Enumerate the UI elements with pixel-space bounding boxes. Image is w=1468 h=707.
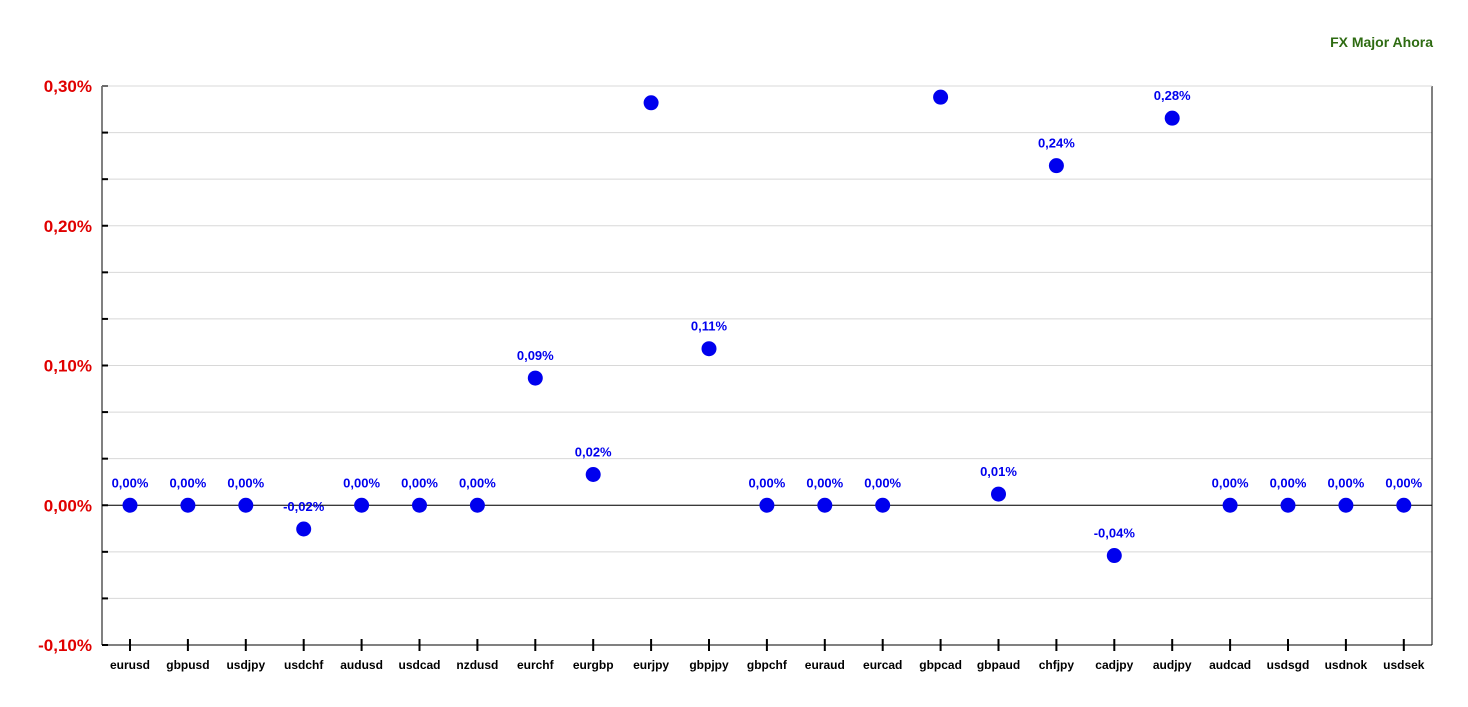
data-point bbox=[1280, 497, 1296, 513]
x-tick-label: chfjpy bbox=[1039, 658, 1075, 672]
y-tick-label: 0,00% bbox=[44, 496, 92, 515]
x-tick-label: euraud bbox=[805, 658, 845, 672]
y-tick-label: -0,10% bbox=[38, 636, 92, 655]
data-label: 0,00% bbox=[1327, 475, 1364, 490]
x-tick-label: usdjpy bbox=[226, 658, 265, 672]
x-tick-label: gbpaud bbox=[977, 658, 1020, 672]
data-point bbox=[875, 497, 891, 513]
x-tick-label: audcad bbox=[1209, 658, 1251, 672]
data-label: -0,04% bbox=[1094, 526, 1136, 541]
data-label: 0,00% bbox=[459, 475, 496, 490]
data-label: 0,00% bbox=[112, 475, 149, 490]
data-point bbox=[1338, 497, 1354, 513]
x-tick-label: eurgbp bbox=[573, 658, 614, 672]
data-label: 0,28% bbox=[1154, 88, 1191, 103]
data-label: 0,00% bbox=[401, 475, 438, 490]
x-tick-label: usdsek bbox=[1383, 658, 1425, 672]
data-point bbox=[180, 497, 196, 513]
x-tick-label: audjpy bbox=[1153, 658, 1192, 672]
x-tick-label: gbpcad bbox=[919, 658, 962, 672]
x-tick-label: nzdusd bbox=[456, 658, 498, 672]
x-tick-label: gbpchf bbox=[747, 658, 788, 672]
data-point bbox=[1396, 497, 1412, 513]
data-label: 0,24% bbox=[1038, 136, 1075, 151]
grid-lines bbox=[102, 85, 1432, 646]
data-label: 0,00% bbox=[169, 475, 206, 490]
x-tick-label: usdcad bbox=[398, 658, 440, 672]
data-point bbox=[1048, 158, 1064, 174]
x-tick-label: eurusd bbox=[110, 658, 150, 672]
x-tick-label: audusd bbox=[340, 658, 383, 672]
data-label: 0,00% bbox=[748, 475, 785, 490]
y-tick-label: 0,20% bbox=[44, 217, 92, 236]
y-tick-labels: -0,10% 0,00% 0,10% 0,20% 0,30% bbox=[38, 77, 92, 655]
data-point bbox=[759, 497, 775, 513]
data-point bbox=[412, 497, 427, 513]
data-point bbox=[1222, 497, 1238, 513]
x-tick-label: gbpjpy bbox=[689, 658, 729, 672]
data-point bbox=[643, 95, 659, 111]
data-label: 0,00% bbox=[1270, 475, 1307, 490]
data-label: 0,02% bbox=[575, 445, 612, 460]
data-points bbox=[122, 89, 1412, 564]
data-label: 0,00% bbox=[1385, 475, 1422, 490]
y-tick-label: 0,30% bbox=[44, 77, 92, 96]
data-point bbox=[354, 497, 370, 513]
x-tick-label: eurcad bbox=[863, 658, 902, 672]
x-tick-labels: eurusd gbpusd usdjpy usdchf audusd usdcad nzdu… bbox=[110, 658, 1425, 672]
y-tick-label: 0,10% bbox=[44, 357, 92, 376]
x-tick-label: usdsgd bbox=[1267, 658, 1310, 672]
data-label: -0,02% bbox=[283, 499, 325, 514]
x-tick-label: usdchf bbox=[284, 658, 324, 672]
data-label: 0,09% bbox=[517, 348, 554, 363]
data-label: 0,11% bbox=[691, 319, 728, 334]
data-point bbox=[527, 370, 543, 386]
x-tick-label: usdnok bbox=[1325, 658, 1368, 672]
data-point bbox=[933, 89, 949, 105]
data-label: 0,00% bbox=[227, 475, 264, 490]
data-labels: 0,00% 0,00% 0,00% -0,02% 0,00% 0,00% 0,00% 0,09… bbox=[112, 88, 1423, 540]
x-tick-label: eurchf bbox=[517, 658, 555, 672]
data-label: 0,00% bbox=[806, 475, 843, 490]
data-point bbox=[469, 497, 485, 513]
axes bbox=[101, 85, 1433, 651]
data-label: 0,00% bbox=[1212, 475, 1249, 490]
data-label: 0,00% bbox=[343, 475, 380, 490]
data-point bbox=[238, 497, 254, 513]
data-point bbox=[296, 521, 312, 537]
data-point bbox=[991, 486, 1006, 502]
data-point bbox=[1164, 110, 1180, 126]
data-point bbox=[817, 497, 833, 513]
data-label: 0,00% bbox=[864, 475, 901, 490]
data-point bbox=[585, 467, 601, 483]
data-point bbox=[1106, 548, 1122, 564]
chart-title: FX Major Ahora bbox=[1330, 34, 1433, 50]
data-label: 0,01% bbox=[980, 464, 1017, 479]
x-tick-label: eurjpy bbox=[633, 658, 669, 672]
data-point bbox=[701, 341, 717, 357]
x-tick-label: cadjpy bbox=[1095, 658, 1133, 672]
x-tick-label: gbpusd bbox=[166, 658, 209, 672]
data-point bbox=[122, 497, 138, 513]
